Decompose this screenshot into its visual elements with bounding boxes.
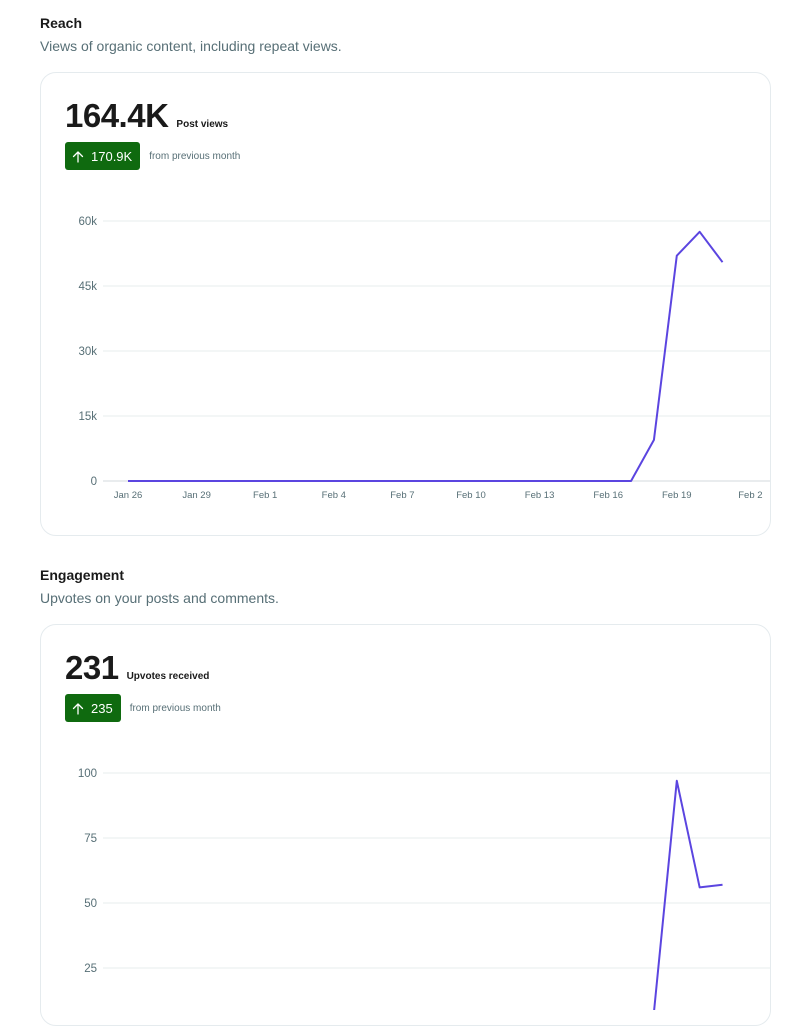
- engagement-section-description: Upvotes on your posts and comments.: [40, 590, 279, 606]
- engagement-metric-value: 231: [65, 649, 119, 686]
- engagement-delta: 235 from previous month: [65, 694, 221, 722]
- y-tick-label: 100: [78, 768, 97, 780]
- reach-metric: 164.4K Post views: [65, 97, 228, 135]
- x-tick-label: Feb 7: [390, 490, 414, 501]
- y-tick-label: 0: [91, 476, 97, 488]
- reach-section-description: Views of organic content, including repe…: [40, 38, 342, 54]
- y-tick-label: 75: [84, 833, 97, 845]
- engagement-delta-badge: 235: [65, 694, 121, 722]
- y-tick-label: 60k: [78, 216, 97, 228]
- engagement-delta-note: from previous month: [129, 702, 221, 714]
- engagement-section-title: Engagement: [40, 567, 125, 583]
- x-tick-label: Jan 29: [182, 490, 211, 501]
- series-line: [653, 779, 723, 1010]
- arrow-up-icon: [72, 150, 84, 163]
- reach-section-title: Reach: [40, 15, 83, 31]
- x-tick-label: Feb 16: [593, 490, 623, 501]
- reach-delta-badge: 170.9K: [65, 142, 141, 170]
- engagement-card: 231 Upvotes received 235 from previous m…: [40, 624, 771, 1026]
- x-tick-label: Feb 1: [253, 490, 277, 501]
- reach-delta-value: 170.9K: [91, 148, 133, 164]
- engagement-line-chart: 25 50 75 100: [78, 768, 770, 1010]
- y-tick-label: 45k: [78, 281, 97, 293]
- y-tick-label: 25: [84, 963, 97, 975]
- reach-delta-note: from previous month: [149, 150, 241, 162]
- x-tick-label: Feb 2: [738, 490, 762, 501]
- reach-metric-label: Post views: [176, 119, 229, 130]
- x-tick-label: Feb 13: [525, 490, 555, 501]
- x-tick-label: Feb 10: [456, 490, 486, 501]
- y-tick-label: 30k: [78, 346, 97, 358]
- engagement-metric-label: Upvotes received: [126, 671, 210, 682]
- reach-card: 164.4K Post views 170.9K from previous m…: [40, 72, 771, 536]
- reach-line-chart: 0 15k 30k 45k 60k Jan 26 Jan 29 Feb 1 Feb 4 Feb 7…: [78, 216, 770, 501]
- engagement-delta-value: 235: [91, 700, 113, 716]
- y-tick-label: 15k: [78, 411, 97, 423]
- x-tick-label: Jan 26: [114, 490, 143, 501]
- reach-delta: 170.9K from previous month: [65, 142, 240, 170]
- x-tick-label: Feb 19: [662, 490, 692, 501]
- engagement-metric: 231 Upvotes received: [65, 649, 209, 687]
- y-tick-label: 50: [84, 898, 97, 910]
- series-line: [128, 230, 724, 482]
- reach-metric-value: 164.4K: [65, 97, 169, 134]
- x-tick-label: Feb 4: [322, 490, 346, 501]
- arrow-up-icon: [72, 702, 84, 715]
